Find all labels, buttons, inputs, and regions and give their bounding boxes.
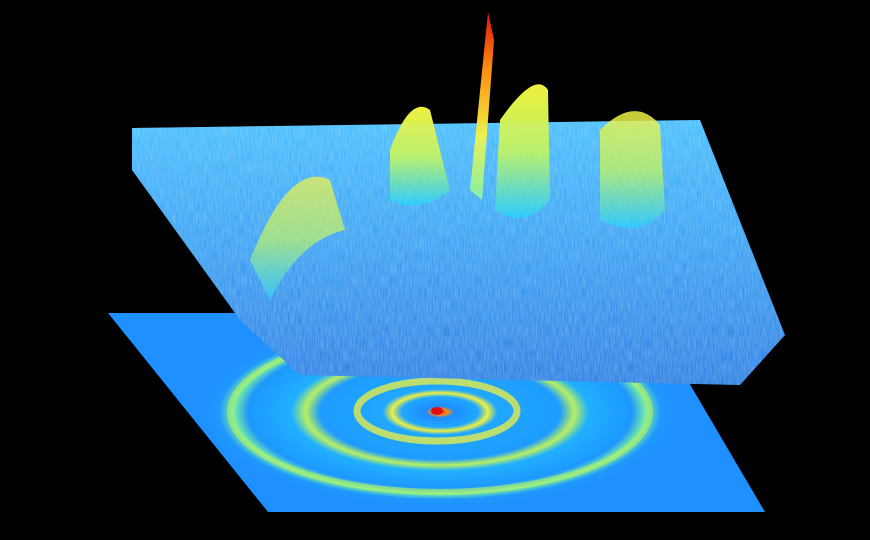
surface-plot [132,12,785,385]
